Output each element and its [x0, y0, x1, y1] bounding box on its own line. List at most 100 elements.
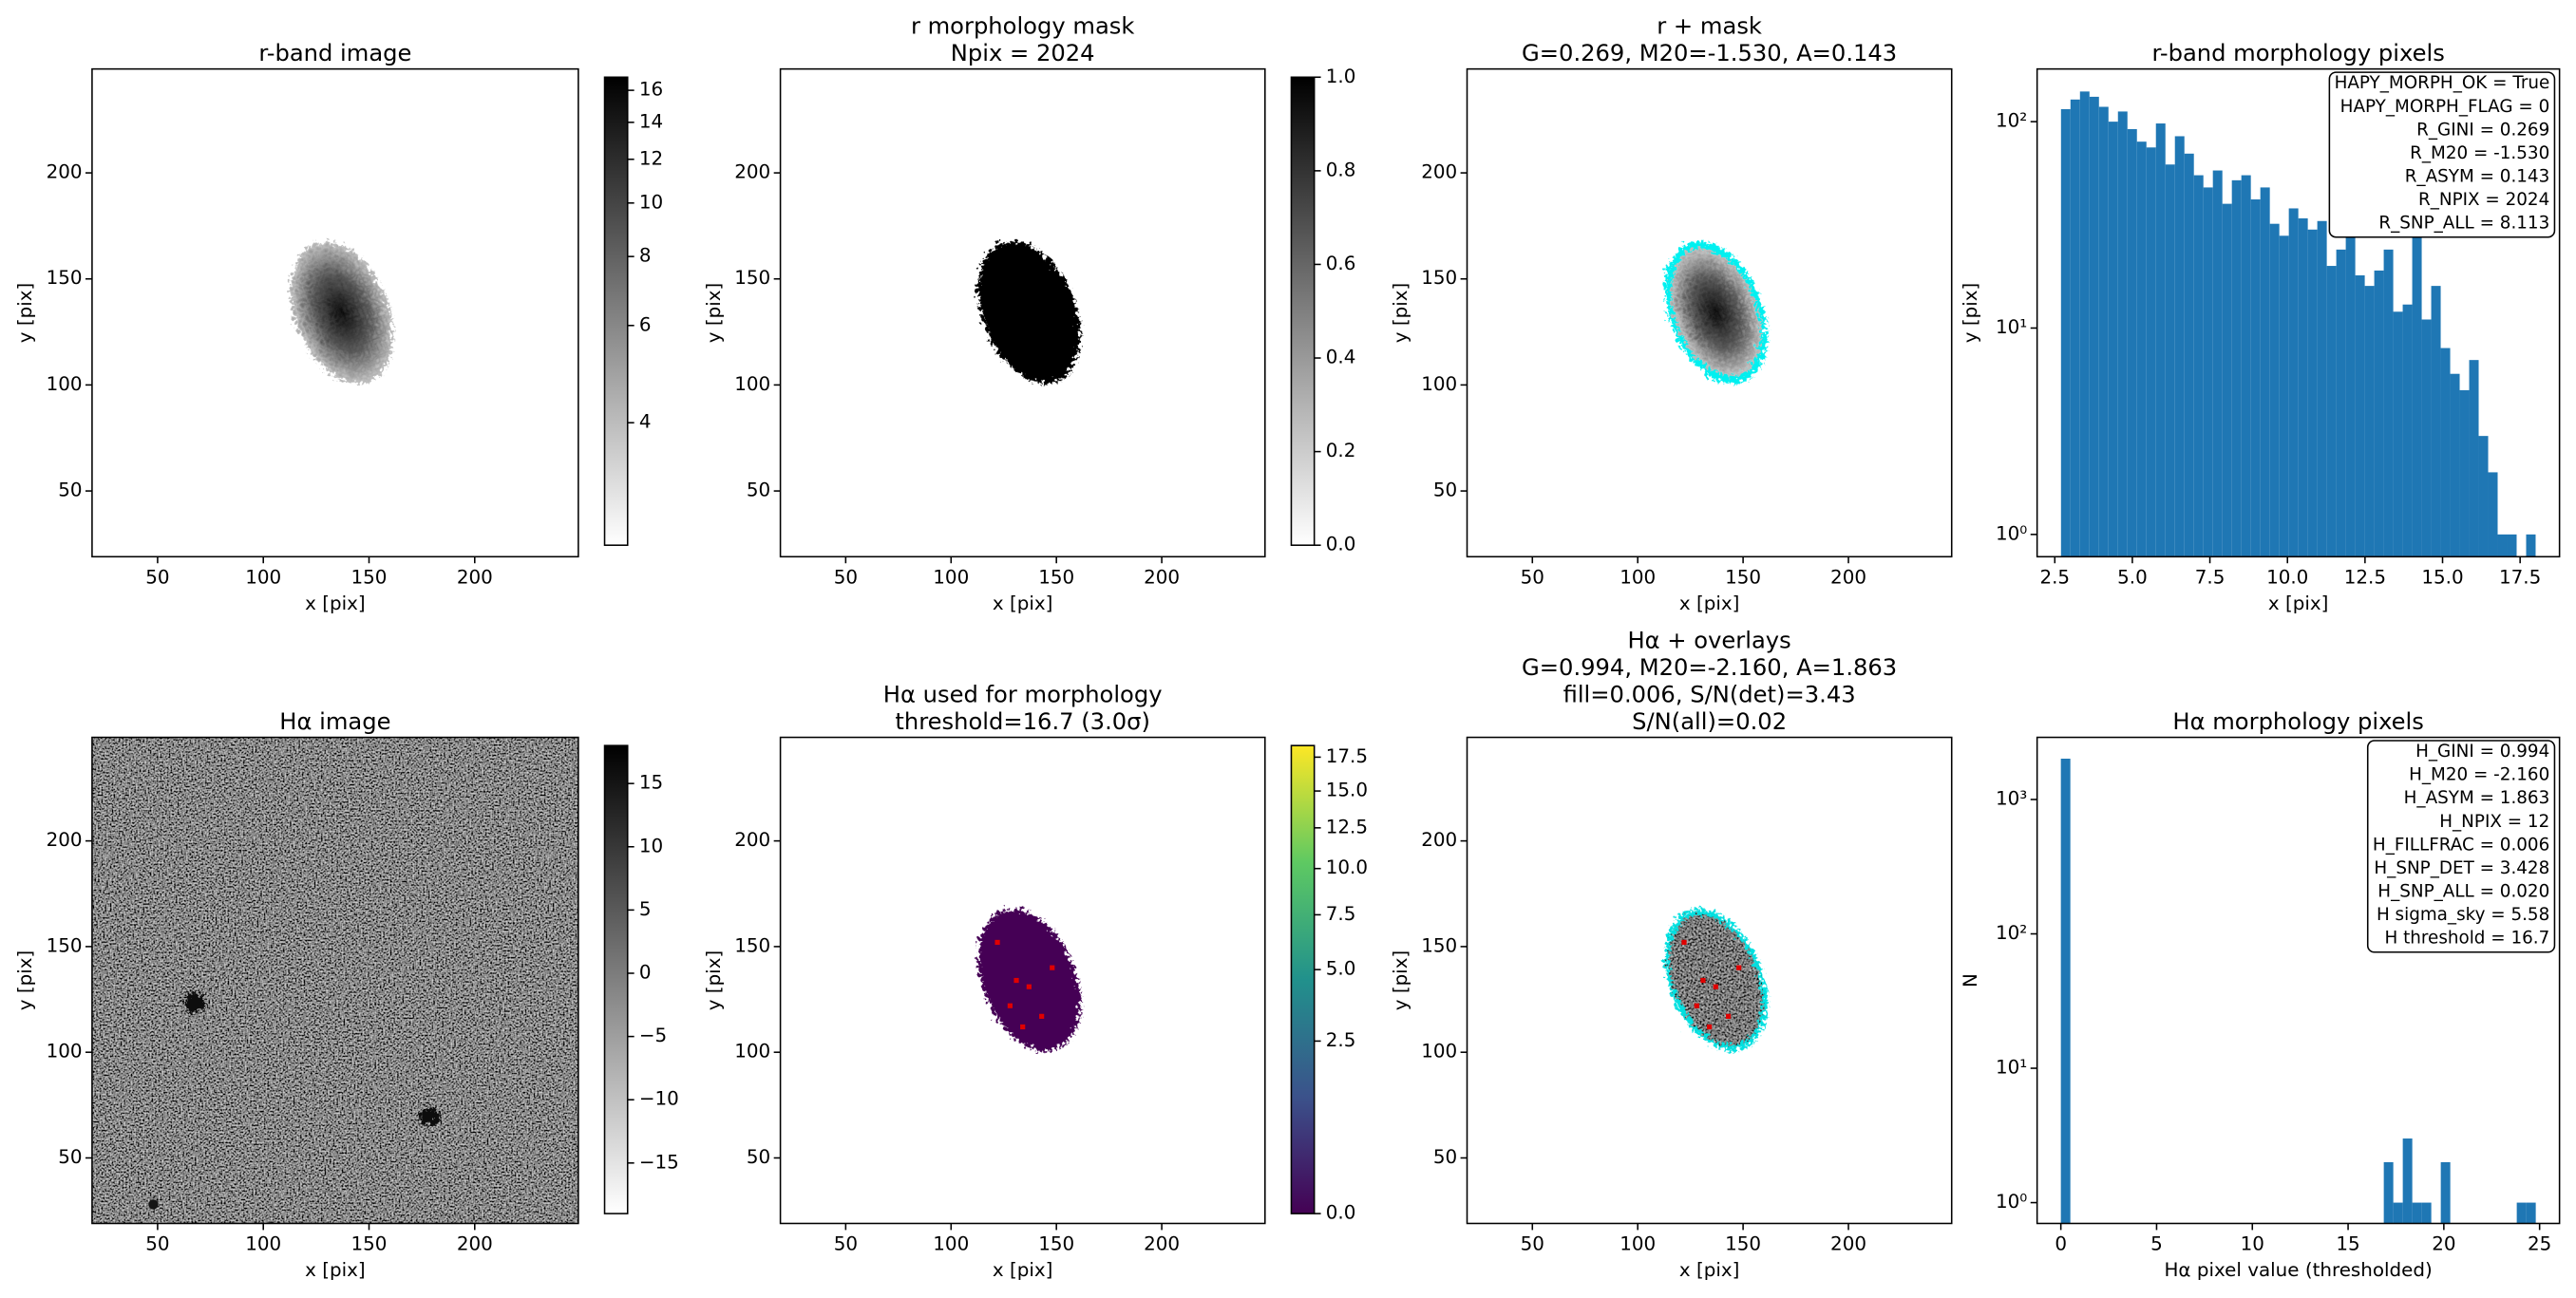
- x-tick-label: 50: [145, 1232, 169, 1254]
- hist-bar: [2298, 217, 2308, 557]
- hist-bar: [2421, 319, 2432, 557]
- y-tick-label: 10⁰: [1996, 1191, 2027, 1213]
- panel: r-band morphology pixels 2.5 5.0 7.5 10.0 12.…: [1960, 40, 2561, 614]
- colorbar-tick-label: 0.0: [1326, 534, 1356, 555]
- colorbar-tick-label: 15: [639, 772, 663, 794]
- y-tick-label: 10¹: [1996, 1057, 2027, 1079]
- x-tick-label: 50: [834, 566, 858, 588]
- annotation-line: H sigma_sky = 5.58: [2377, 905, 2549, 925]
- x-tick-label: 5: [2150, 1232, 2163, 1254]
- annotation-line: R_M20 = -1.530: [2410, 143, 2549, 163]
- red-pixel: [1681, 939, 1687, 946]
- y-tick-label: 50: [747, 1146, 770, 1168]
- colorbar-tick-label: 14: [639, 110, 663, 132]
- axes-frame: [779, 736, 1266, 1225]
- x-tick-label: 150: [351, 566, 388, 588]
- red-pixel: [1026, 984, 1032, 989]
- x-axis-label: x [pix]: [993, 593, 1053, 614]
- colorbar-tick-label: 0: [639, 961, 652, 983]
- hist-bar: [2155, 123, 2166, 557]
- hist-bar: [2098, 106, 2109, 557]
- y-axis-label: y [pix]: [14, 950, 36, 1011]
- y-tick-label: 200: [734, 161, 770, 183]
- annotation-line: HAPY_MORPH_FLAG = 0: [2340, 97, 2550, 117]
- panel-title: Hα used for morphology: [883, 681, 1163, 707]
- y-tick-label: 200: [734, 829, 770, 851]
- y-tick-label: 50: [58, 480, 82, 501]
- annotation-line: H_NPIX = 12: [2439, 812, 2549, 832]
- x-tick-label: 150: [1038, 1232, 1074, 1254]
- y-tick-label: 10⁰: [1996, 522, 2027, 544]
- hist-bar: [2345, 235, 2356, 557]
- panel: r-band image 50 100 150 200 50 100 150 200 x [pix…: [14, 40, 663, 614]
- y-tick-label: 100: [734, 373, 770, 395]
- colorbar-tick-label: −10: [639, 1088, 679, 1110]
- x-tick-label: 12.5: [2344, 566, 2386, 588]
- axes-frame: [91, 736, 579, 1225]
- hist-bar: [2307, 229, 2318, 557]
- annotation-line: H_SNP_DET = 3.428: [2374, 858, 2549, 878]
- red-pixel: [1725, 1013, 1732, 1019]
- x-tick-label: 20: [2432, 1232, 2455, 1254]
- hist-bar: [2431, 286, 2441, 557]
- x-tick-label: 200: [457, 1232, 493, 1254]
- y-tick-label: 150: [1421, 267, 1457, 289]
- x-tick-label: 200: [1144, 566, 1180, 588]
- annotation-box: [2328, 71, 2556, 238]
- x-tick-label: 150: [351, 1232, 388, 1254]
- dark-source: [416, 1104, 436, 1123]
- hist-bar: [2174, 136, 2185, 557]
- colorbar: [603, 76, 629, 546]
- red-pixel: [1050, 965, 1055, 970]
- hist-bar: [2440, 348, 2451, 557]
- hist-bar: [2117, 111, 2128, 557]
- y-axis-label: y [pix]: [703, 950, 725, 1011]
- y-tick-label: 200: [47, 829, 83, 851]
- colorbar-tick-label: 2.5: [1326, 1029, 1356, 1051]
- y-tick-label: 200: [47, 161, 83, 183]
- x-axis-label: x [pix]: [1679, 1259, 1740, 1281]
- colorbar-tick-label: 0.2: [1326, 440, 1356, 461]
- hist-bar: [2412, 1202, 2422, 1224]
- x-tick-label: 200: [1144, 1232, 1180, 1254]
- panel: Hα morphology pixels 0 5 10 15 20 25 10⁰ 10¹ 10² 1…: [1960, 708, 2561, 1281]
- panel-title: r-band morphology pixels: [2151, 40, 2444, 66]
- x-tick-label: 150: [1038, 566, 1074, 588]
- hist-bar: [2184, 153, 2194, 557]
- y-axis-label: y [pix]: [14, 283, 36, 344]
- y-tick-label: 100: [47, 373, 83, 395]
- hist-bar: [2070, 99, 2080, 557]
- colorbar-tick-label: 5: [639, 898, 652, 920]
- colorbar-tick-label: 5.0: [1326, 958, 1356, 980]
- hist-bar: [2364, 286, 2375, 557]
- x-tick-label: 100: [245, 1232, 281, 1254]
- axes-frame: [779, 67, 1266, 558]
- y-axis-label: y [pix]: [1390, 283, 1411, 343]
- red-pixel: [1013, 977, 1019, 984]
- hist-bar: [2421, 1202, 2432, 1224]
- x-tick-label: 50: [1521, 566, 1544, 588]
- x-tick-label: 7.5: [2195, 566, 2226, 588]
- y-tick-label: 150: [1421, 934, 1457, 956]
- hist-bar: [2488, 472, 2498, 557]
- colorbar-tick-label: 0.6: [1326, 253, 1356, 274]
- x-axis-label: x [pix]: [305, 1259, 366, 1281]
- hist-bar: [2317, 220, 2327, 557]
- x-tick-label: 2.5: [2039, 566, 2070, 588]
- hist-bar: [2127, 128, 2137, 557]
- threshold-image: [974, 907, 1076, 1049]
- y-axis-label: y [pix]: [703, 283, 725, 344]
- panel-title: r + mask: [1657, 13, 1762, 40]
- y-axis-label: y [pix]: [1390, 950, 1411, 1010]
- colorbar-tick-label: 7.5: [1326, 903, 1356, 925]
- x-axis-label: x [pix]: [2268, 593, 2329, 614]
- axes-frame: [91, 67, 579, 558]
- panel-title: Hα image: [279, 708, 390, 735]
- hist-bar: [2060, 108, 2071, 557]
- panel-title: threshold=16.7 (3.0σ): [895, 708, 1150, 735]
- hist-bar: [2450, 373, 2460, 557]
- y-tick-label: 50: [747, 480, 770, 501]
